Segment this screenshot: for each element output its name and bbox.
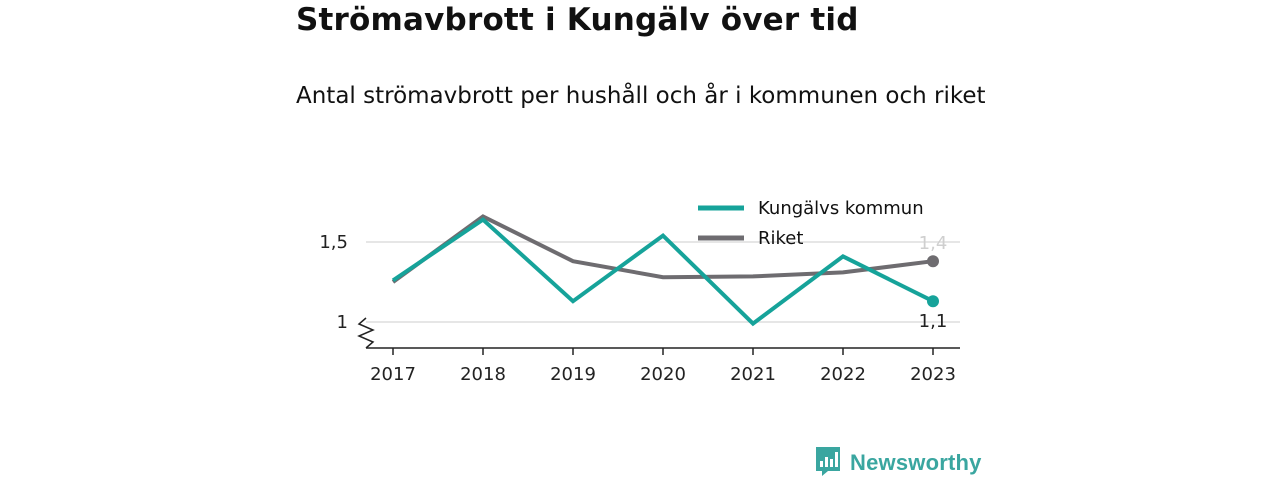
series-lines (391, 214, 939, 327)
y-tick-label: 1 (337, 312, 348, 333)
series-end-point (927, 295, 939, 308)
chart-subtitle: Antal strömavbrott per hushåll och år i … (296, 83, 986, 109)
x-tick-label: 2021 (730, 364, 776, 385)
chart-title: Strömavbrott i Kungälv över tid (296, 2, 859, 38)
axis-break-icon (357, 317, 375, 349)
legend-label: Kungälvs kommun (758, 198, 924, 219)
end-labels: 1,1 1,4 (919, 233, 948, 332)
end-label-riket: 1,4 (919, 233, 948, 254)
brand-logo: Newsworthy (814, 446, 982, 480)
legend: Kungälvs kommun Riket (698, 198, 924, 249)
x-tick-label: 2020 (640, 364, 686, 385)
bar-chart-speech-bubble-icon (814, 445, 842, 481)
x-tick-label: 2023 (910, 364, 956, 385)
x-axis: 2017 2018 2019 2020 2021 2022 2023 (357, 317, 960, 385)
series-line (391, 217, 934, 327)
legend-label: Riket (758, 228, 803, 249)
x-tick-label: 2017 (370, 364, 416, 385)
end-label-kungalv: 1,1 (919, 311, 948, 332)
gridlines (366, 241, 960, 323)
series-end-point (927, 255, 939, 268)
y-axis: 11,5 (319, 232, 348, 333)
x-tick-label: 2022 (820, 364, 866, 385)
series-line (391, 214, 934, 284)
x-tick-label: 2019 (550, 364, 596, 385)
x-tick-label: 2018 (460, 364, 506, 385)
y-tick-label: 1,5 (319, 232, 348, 253)
brand-name: Newsworthy (850, 450, 982, 475)
